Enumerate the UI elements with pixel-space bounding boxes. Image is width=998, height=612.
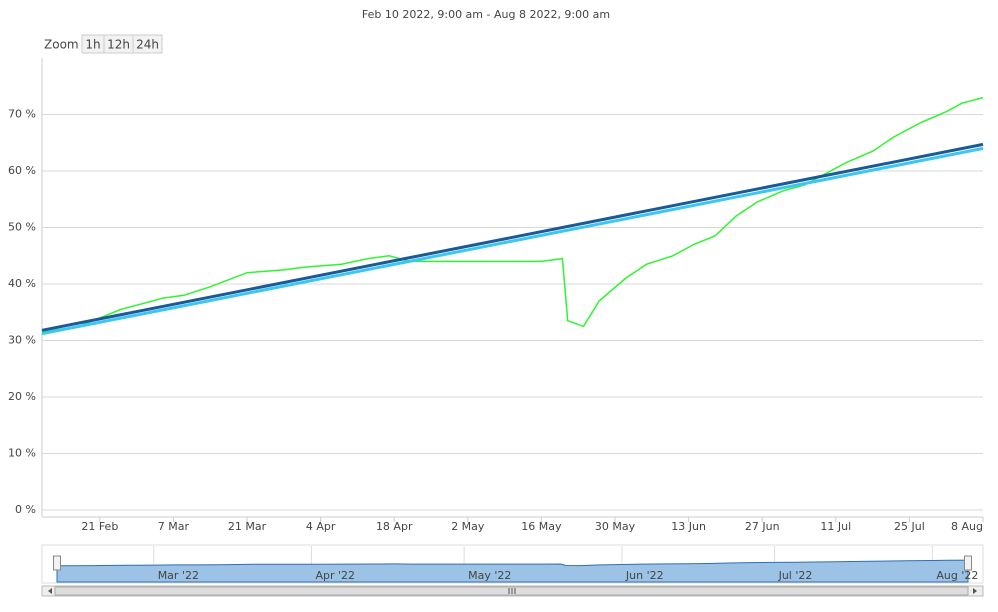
navigator-tick-label: Jul '22 [778,569,813,582]
data-line [41,146,984,336]
data-line [41,142,984,332]
x-tick-label: 11 Jul [820,520,851,533]
navigator-handle[interactable] [964,555,972,571]
x-tick-label: 21 Mar [228,520,267,533]
zoom-label: Zoom [44,38,79,52]
plot-area [42,58,983,517]
scroll-left-arrow[interactable] [48,588,52,594]
scroll-grip [508,588,516,594]
navigator-tick-label: Aug '22 [936,569,978,582]
scroll-right-arrow[interactable] [973,588,977,594]
x-tick-label: 7 Mar [158,520,190,533]
zoom-button-label[interactable]: 24h [136,38,159,52]
zoom-button-label[interactable]: 1h [85,38,100,52]
x-tick-label: 4 Apr [306,520,336,533]
y-tick-label: 50 % [8,221,36,234]
chart-title: Feb 10 2022, 9:00 am - Aug 8 2022, 9:00 … [362,8,610,21]
y-tick-label: 10 % [8,447,36,460]
x-tick-label: 16 May [521,520,562,533]
y-tick-label: 40 % [8,277,36,290]
data-line [41,96,984,333]
y-tick-label: 0 % [15,503,36,516]
navigator-area [56,559,969,583]
navigator-tick-label: Jun '22 [625,569,664,582]
navigator-handle[interactable] [53,555,61,571]
y-tick-label: 60 % [8,164,36,177]
x-tick-label: 8 Aug [951,520,983,533]
x-tick-label: 2 May [451,520,485,533]
x-tick-label: 21 Feb [81,520,118,533]
zoom-button-label[interactable]: 12h [107,38,130,52]
navigator-tick-label: May '22 [468,569,511,582]
x-tick-label: 27 Jun [745,520,780,533]
x-tick-label: 25 Jul [894,520,925,533]
y-tick-label: 20 % [8,390,36,403]
x-tick-label: 30 May [595,520,636,533]
y-tick-label: 30 % [8,334,36,347]
zoom-button[interactable] [132,34,163,54]
navigator-tick-label: Mar '22 [158,569,199,582]
y-tick-label: 70 % [8,108,36,121]
x-tick-label: 18 Apr [376,520,413,533]
navigator-tick-label: Apr '22 [315,569,355,582]
x-tick-label: 13 Jun [671,520,706,533]
